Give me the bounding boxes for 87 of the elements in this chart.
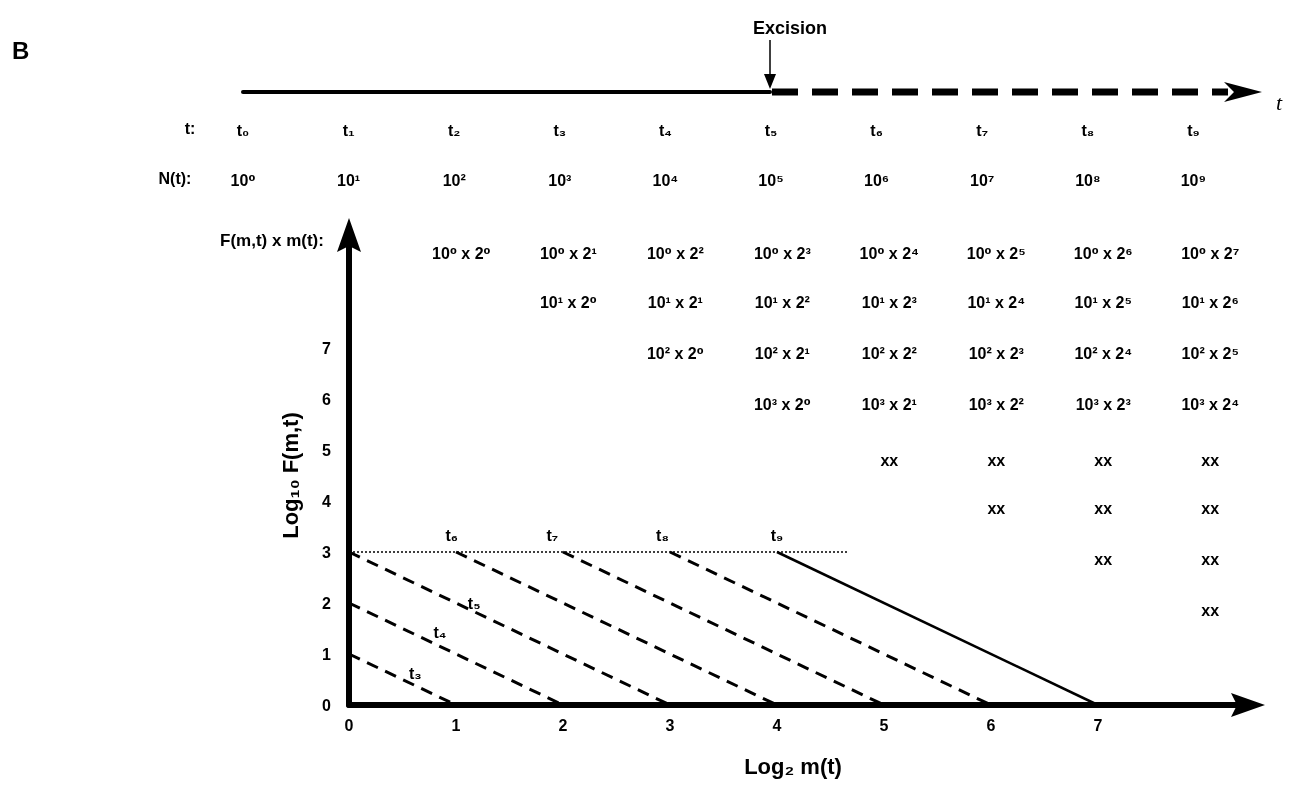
annotation: t₄ (433, 623, 447, 641)
text: 10¹ (337, 171, 361, 189)
annotation: 10¹ x 2⁰ (539, 293, 597, 311)
annotation: xx (1201, 500, 1220, 518)
text: 10⁴ (652, 171, 679, 189)
annotation: t₅ (467, 594, 481, 612)
text: 10⁵ (758, 171, 784, 189)
annotation: t₇ (546, 526, 559, 544)
x-tick-label: 5 (879, 716, 889, 734)
y-tick-label: 2 (322, 594, 332, 612)
annotation: 10⁰ x 2⁰ (432, 245, 491, 263)
annotation: xx (987, 500, 1006, 518)
annotation: xx (987, 451, 1006, 469)
annotation: 10⁰ x 2⁶ (1073, 245, 1133, 263)
annotation: 10³ x 2³ (1075, 395, 1131, 413)
y-axis-title: Log₁₀ F(m,t) (277, 412, 303, 539)
text: t₄ (658, 121, 672, 139)
annotation: t₈ (656, 526, 669, 544)
x-tick-label: 4 (772, 716, 782, 734)
annotation: 10³ x 2¹ (861, 395, 917, 413)
annotation: 10² x 2³ (968, 344, 1024, 362)
annotation: 10² x 2⁰ (646, 344, 704, 362)
annotation: 10¹ x 2³ (861, 293, 917, 311)
text: t₈ (1081, 121, 1095, 139)
annotation: xx (1094, 551, 1113, 569)
text: 10² (442, 171, 466, 189)
y-tick-label: 4 (322, 492, 332, 510)
annotation: 10² x 2⁴ (1074, 344, 1133, 362)
y-tick-label: 1 (322, 645, 332, 663)
annotation: 10⁰ x 2⁴ (859, 245, 920, 263)
x-tick-label: 6 (986, 716, 996, 734)
annotation: 10⁰ x 2³ (753, 245, 811, 263)
annotation: xx (1094, 451, 1113, 469)
annotation: xx (1201, 602, 1220, 620)
annotation: 10³ x 2⁰ (753, 395, 811, 413)
y-tick-label: 6 (322, 390, 332, 408)
annotation: 10² x 2⁵ (1181, 344, 1239, 362)
text: t₀ (236, 121, 250, 139)
y-tick-label: 7 (322, 339, 332, 357)
annotation: 10² x 2¹ (754, 344, 810, 362)
x-tick-label: 0 (344, 716, 354, 734)
annotation: 10¹ x 2⁵ (1074, 293, 1132, 311)
y-tick-label: 3 (322, 543, 332, 561)
annotation: 10² x 2² (861, 344, 917, 362)
annotation: xx (1201, 551, 1220, 569)
text: t₇ (976, 121, 989, 139)
x-axis-title: Log₂ m(t) (744, 753, 842, 779)
text: t₆ (870, 121, 883, 139)
text: 10⁹ (1180, 171, 1207, 189)
text: t₂ (447, 121, 461, 139)
x-tick-label: 2 (558, 716, 568, 734)
annotation: 10⁰ x 2⁷ (1181, 245, 1240, 263)
text: N(t): (158, 169, 192, 187)
x-tick-label: 1 (451, 716, 461, 734)
annotation: 10¹ x 2⁶ (1181, 293, 1239, 311)
y-tick-label: 0 (322, 696, 332, 714)
annotation: 10³ x 2² (968, 395, 1024, 413)
annotation: 10¹ x 2² (754, 293, 810, 311)
annotation: xx (880, 451, 899, 469)
annotation: 10⁰ x 2⁵ (966, 245, 1026, 263)
annotation: 10⁰ x 2² (646, 245, 704, 263)
text: t₁ (342, 121, 355, 139)
text: Excision (752, 18, 828, 38)
annotation: xx (1094, 500, 1113, 518)
annotation: t₆ (445, 526, 459, 544)
annotation: 10³ x 2⁴ (1181, 395, 1240, 413)
text: t₃ (553, 121, 567, 139)
annotation: 10⁰ x 2¹ (539, 245, 597, 263)
text: B (12, 36, 30, 64)
text: t₉ (1187, 121, 1200, 139)
text: t (1275, 89, 1283, 115)
text: t: (184, 119, 196, 137)
text: F(m,t) x m(t): (220, 230, 324, 250)
text: t₅ (764, 121, 778, 139)
text: 10⁶ (864, 171, 890, 189)
text: 10³ (548, 171, 572, 189)
x-tick-label: 3 (665, 716, 675, 734)
text: 10⁸ (1075, 171, 1101, 189)
annotation: 10¹ x 2⁴ (967, 293, 1026, 311)
text: 10⁰ (230, 171, 256, 189)
text: 10⁷ (970, 171, 995, 189)
annotation: 10¹ x 2¹ (647, 293, 703, 311)
annotation: t₉ (770, 526, 784, 544)
annotation: t₃ (408, 664, 422, 682)
annotation: xx (1201, 451, 1220, 469)
x-tick-label: 7 (1093, 716, 1103, 734)
y-tick-label: 5 (322, 441, 332, 459)
